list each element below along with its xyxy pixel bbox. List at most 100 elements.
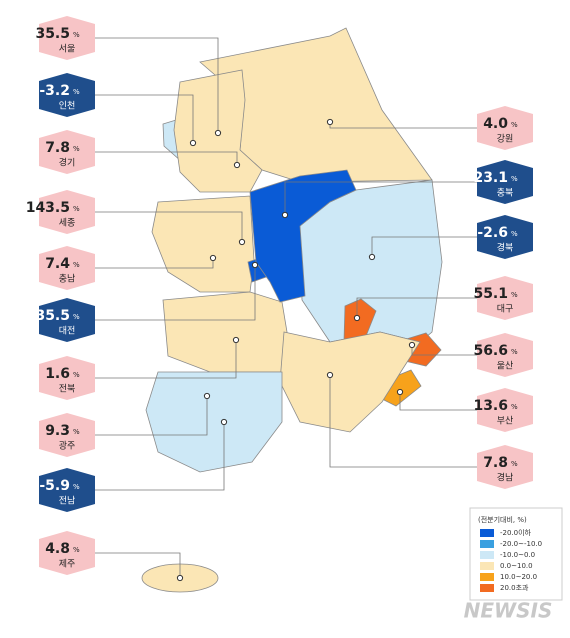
region-name: 전남 (59, 496, 76, 507)
region-shape (249, 169, 357, 303)
region-value: 7.8 (45, 140, 70, 156)
label-badge (477, 160, 533, 204)
region-dot (176, 574, 184, 582)
region-name: 제주 (59, 559, 76, 570)
leader-line (95, 552, 181, 578)
label-badge (477, 215, 533, 259)
label-badge (39, 413, 95, 457)
region-name: 전북 (59, 384, 76, 395)
region-dot (353, 314, 361, 322)
legend-swatch (480, 551, 494, 559)
legend-swatch (480, 529, 494, 537)
region-shape (279, 331, 421, 433)
region-value: 13.6 (473, 398, 508, 414)
region-dot (281, 211, 289, 219)
region-dot (189, 139, 197, 147)
region-name: 경기 (59, 157, 76, 169)
region-name: 광주 (59, 440, 76, 452)
region-name: 경북 (497, 242, 514, 254)
region-dot (220, 418, 228, 426)
region-dot (203, 392, 211, 400)
region-name: 세종 (59, 218, 76, 229)
region-name: 경남 (497, 472, 514, 484)
leader-line (95, 37, 219, 133)
label-badge (39, 298, 95, 342)
label-badge (477, 106, 533, 150)
region-name: 부산 (497, 416, 514, 427)
leader-line (411, 345, 477, 356)
region-name: 강원 (497, 134, 514, 145)
leader-line (95, 211, 243, 242)
leader-line (95, 340, 237, 379)
leader-line (95, 258, 214, 269)
region-value: 9.3 (45, 423, 70, 439)
region-unit: % (511, 460, 518, 468)
leader-line (95, 396, 208, 436)
leader-line (95, 265, 256, 321)
region-unit: % (73, 428, 80, 436)
label-badge (477, 276, 533, 320)
region-dot (209, 254, 217, 262)
provinces (141, 27, 443, 593)
region-unit: % (73, 31, 80, 39)
legend-label: -20.0~-10.0 (500, 540, 542, 548)
region-value: -3.2 (39, 83, 70, 99)
region-name: 서울 (59, 44, 76, 55)
legend: (전분기대비, %) -20.0이하 -20.0~-10.0 -10.0~0.0 0.… (469, 507, 563, 601)
legend-label: -20.0이하 (500, 528, 532, 537)
region-value: -5.9 (39, 478, 70, 494)
label-badge (39, 468, 95, 512)
legend-swatch (480, 573, 494, 581)
leader-line (95, 94, 194, 143)
region-value: 1.6 (45, 366, 70, 382)
leader-line (371, 236, 477, 257)
leader-line (329, 375, 477, 468)
region-unit: % (511, 121, 518, 129)
region-dot (326, 118, 334, 126)
region-name: 울산 (497, 361, 514, 372)
region-dot (396, 388, 404, 396)
region-unit: % (73, 88, 80, 96)
legend-label: 10.0~20.0 (500, 573, 537, 581)
legend-label: 0.0~10.0 (500, 562, 533, 570)
region-value: 7.8 (483, 455, 508, 471)
region-dot (408, 341, 416, 349)
label-badge (39, 190, 95, 234)
region-unit: % (73, 261, 80, 269)
region-unit: % (73, 483, 80, 491)
region-unit: % (511, 291, 518, 299)
legend-title: (전분기대비, %) (478, 515, 527, 524)
region-value: 4.0 (483, 116, 508, 132)
region-name: 대구 (497, 304, 514, 315)
region-value: 55.1 (473, 286, 508, 302)
region-shape (343, 298, 377, 342)
legend-swatch (480, 584, 494, 592)
legend-swatch (480, 540, 494, 548)
region-name: 인천 (59, 101, 76, 112)
label-badge (39, 531, 95, 575)
region-unit: % (73, 205, 80, 213)
legend-label: -10.0~0.0 (500, 551, 535, 559)
region-shape (151, 195, 255, 293)
label-badge (477, 388, 533, 432)
region-dot (251, 261, 259, 269)
region-dot (233, 161, 241, 169)
leader-line (95, 422, 225, 491)
label-badge (477, 445, 533, 489)
label-badge (39, 356, 95, 400)
label-badge (39, 73, 95, 117)
region-name: 대전 (59, 326, 76, 337)
region-value: 56.6 (473, 343, 508, 359)
region-dot (232, 336, 240, 344)
label-badge (477, 333, 533, 377)
leader-line (356, 297, 477, 318)
region-value: -2.6 (477, 225, 508, 241)
region-dot (326, 371, 334, 379)
region-unit: % (511, 403, 518, 411)
region-value: -23.1 (468, 170, 508, 186)
legend-swatch (480, 562, 494, 570)
region-name: 충남 (59, 274, 76, 285)
region-unit: % (73, 546, 80, 554)
label-badge (39, 16, 95, 60)
